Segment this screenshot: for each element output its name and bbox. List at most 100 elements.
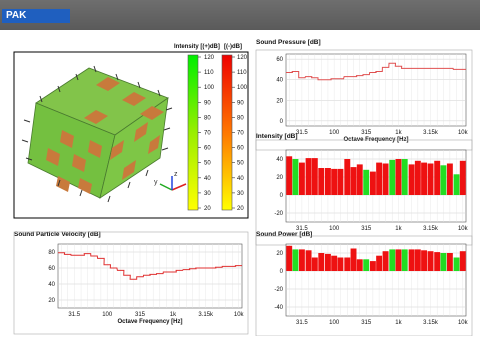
bar bbox=[447, 253, 453, 271]
bar bbox=[440, 165, 446, 195]
x-tick-label: 3.15k bbox=[423, 130, 439, 136]
x-tick-label: 315 bbox=[361, 320, 372, 326]
bar bbox=[344, 258, 350, 272]
bar bbox=[299, 163, 305, 195]
bar bbox=[351, 249, 357, 272]
particle-velocity-chart: Sound Particle Velocity [dB]8060402031.5… bbox=[14, 231, 248, 334]
y-tick-label: -20 bbox=[274, 211, 283, 217]
plot-area[interactable] bbox=[286, 54, 466, 126]
y-tick-label: 60 bbox=[48, 266, 55, 272]
y-tick-label: -40 bbox=[274, 305, 283, 311]
bar bbox=[454, 174, 460, 195]
logo-text: PAK bbox=[6, 9, 26, 23]
colorbar-tick-label-pos: 40 bbox=[204, 176, 211, 182]
y-tick-label: 60 bbox=[276, 57, 283, 63]
colorbar-tick-label-pos: 80 bbox=[204, 115, 211, 121]
bar bbox=[389, 249, 395, 271]
x-tick-label: 3.15k bbox=[423, 320, 439, 326]
x-tick-label: 100 bbox=[329, 226, 340, 232]
x-tick-label: 100 bbox=[102, 312, 113, 318]
bar bbox=[331, 169, 337, 195]
bar bbox=[383, 164, 389, 196]
bar bbox=[292, 249, 298, 271]
x-tick-label: 10k bbox=[458, 320, 469, 326]
bar bbox=[331, 256, 337, 271]
colorbar-tick-label-pos: 100 bbox=[204, 85, 215, 91]
y-tick-label: 0 bbox=[280, 269, 284, 275]
x-axis-label: Octave Frequency [Hz] bbox=[117, 319, 182, 325]
x-tick-label: 315 bbox=[361, 130, 372, 136]
bar bbox=[292, 159, 298, 195]
bar bbox=[306, 250, 312, 271]
bar bbox=[396, 249, 402, 271]
colorbar-tick-label-pos: 120 bbox=[204, 55, 215, 61]
bar bbox=[299, 249, 305, 271]
title-bar: PAK bbox=[0, 0, 480, 30]
y-tick-label: 40 bbox=[276, 78, 283, 84]
y-tick-label: 20 bbox=[276, 98, 283, 104]
chart-title: Sound Pressure [dB] bbox=[256, 39, 321, 46]
y-tick-label: 20 bbox=[48, 298, 55, 304]
bar bbox=[363, 170, 369, 195]
bar bbox=[402, 159, 408, 195]
bar bbox=[370, 261, 376, 271]
y-tick-label: 0 bbox=[280, 193, 284, 199]
x-tick-label: 10k bbox=[458, 130, 469, 136]
colorbar-tick-label-neg: 100 bbox=[237, 85, 248, 91]
colorbar-tick-label-neg: 70 bbox=[237, 131, 244, 137]
bar bbox=[460, 251, 466, 271]
x-tick-label: 10k bbox=[234, 312, 245, 318]
chart-title: Intensity [dB] bbox=[256, 133, 298, 140]
bar bbox=[415, 249, 421, 271]
bar bbox=[376, 256, 382, 271]
bar bbox=[363, 259, 369, 271]
bar bbox=[312, 158, 318, 195]
pak-logo: PAK bbox=[2, 9, 70, 23]
colorbar-tick-label-neg: 80 bbox=[237, 115, 244, 121]
x-tick-label: 1k bbox=[170, 312, 177, 318]
x-tick-label: 1k bbox=[395, 130, 402, 136]
bar bbox=[376, 163, 382, 195]
y-tick-label: 0 bbox=[280, 119, 284, 125]
colorbar-tick-label-neg: 90 bbox=[237, 100, 244, 106]
bar bbox=[312, 258, 318, 272]
x-tick-label: 1k bbox=[395, 320, 402, 326]
colorbar-tick-label-neg: 20 bbox=[237, 206, 244, 212]
bar bbox=[351, 167, 357, 195]
colorbar-tick-label-pos: 60 bbox=[204, 146, 211, 152]
colorbar-tick-label-neg: 50 bbox=[237, 161, 244, 167]
bar bbox=[286, 246, 292, 271]
colorbar-tick-label-pos: 90 bbox=[204, 100, 211, 106]
bar bbox=[357, 259, 363, 271]
bar bbox=[440, 253, 446, 271]
y-tick-label: 80 bbox=[48, 250, 55, 256]
bar bbox=[428, 164, 434, 196]
colorbar-tick-label-pos: 110 bbox=[204, 70, 214, 76]
x-tick-label: 31.5 bbox=[296, 320, 308, 326]
colorbar-tick-label-neg: 40 bbox=[237, 176, 244, 182]
y-tick-label: -20 bbox=[274, 287, 283, 293]
bar bbox=[325, 168, 331, 195]
colorbar-negative bbox=[222, 55, 232, 210]
bar bbox=[415, 161, 421, 195]
bar bbox=[409, 249, 415, 271]
bar bbox=[409, 164, 415, 195]
colorbar-tick-label-neg: 30 bbox=[237, 191, 244, 197]
bar bbox=[337, 258, 343, 272]
bar bbox=[454, 258, 460, 272]
bar bbox=[344, 159, 350, 195]
x-tick-label: 1k bbox=[395, 226, 402, 232]
bar bbox=[389, 160, 395, 195]
workspace: x y z Intensity [(+)dB] [(-)dB] 12012011… bbox=[0, 30, 480, 336]
y-tick-label: 40 bbox=[276, 157, 283, 163]
bar bbox=[460, 161, 466, 195]
colorbar-positive bbox=[188, 55, 198, 210]
bar bbox=[396, 159, 402, 195]
colorbar-tick-label-pos: 50 bbox=[204, 161, 211, 167]
bar bbox=[325, 254, 331, 271]
x-tick-label: 31.5 bbox=[296, 130, 308, 136]
bar bbox=[421, 250, 427, 271]
